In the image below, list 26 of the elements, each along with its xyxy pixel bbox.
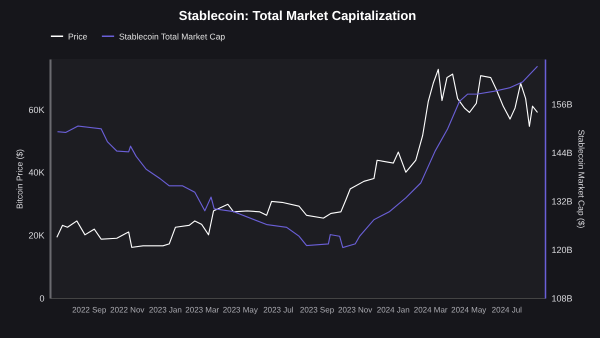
y-tick-label: 20K [28,230,44,241]
y2-tick-label: 108B [552,294,573,304]
y2-tick-label: 132B [552,196,573,207]
x-tick-label: 2023 Sep [300,306,335,314]
x-tick-label: 2024 Jul [492,306,522,314]
y-tick-label: 0 [39,294,44,304]
y-tick-label: 60K [28,104,44,115]
y-tick-label: 40K [28,168,44,178]
x-tick-label: 2023 Nov [338,306,372,314]
y2-tick-label: 120B [552,245,573,256]
x-tick-label: 2024 Jan [376,306,410,314]
y-axis-title: Bitcoin Price ($) [14,148,24,209]
y2-axis-title: Stablecoin Market Cap ($) [576,130,587,229]
legend-label: Price [68,31,88,42]
x-tick-label: 2024 May [451,306,486,314]
y2-tick-label: 156B [552,100,573,110]
chart-title: Stablecoin: Total Market Capitalization [178,8,416,23]
x-tick-label: 2023 Jan [148,306,182,314]
legend-label: Stablecoin Total Market Cap [119,31,226,42]
x-tick-label: 2023 Jul [263,306,294,314]
x-tick-label: 2022 Nov [110,306,144,314]
x-tick-label: 2023 May [222,306,258,314]
x-tick-label: 2024 Mar [414,306,448,314]
x-tick-label: 2022 Sep [72,306,107,314]
x-tick-label: 2023 Mar [185,306,220,314]
y2-tick-label: 144B [552,148,573,158]
